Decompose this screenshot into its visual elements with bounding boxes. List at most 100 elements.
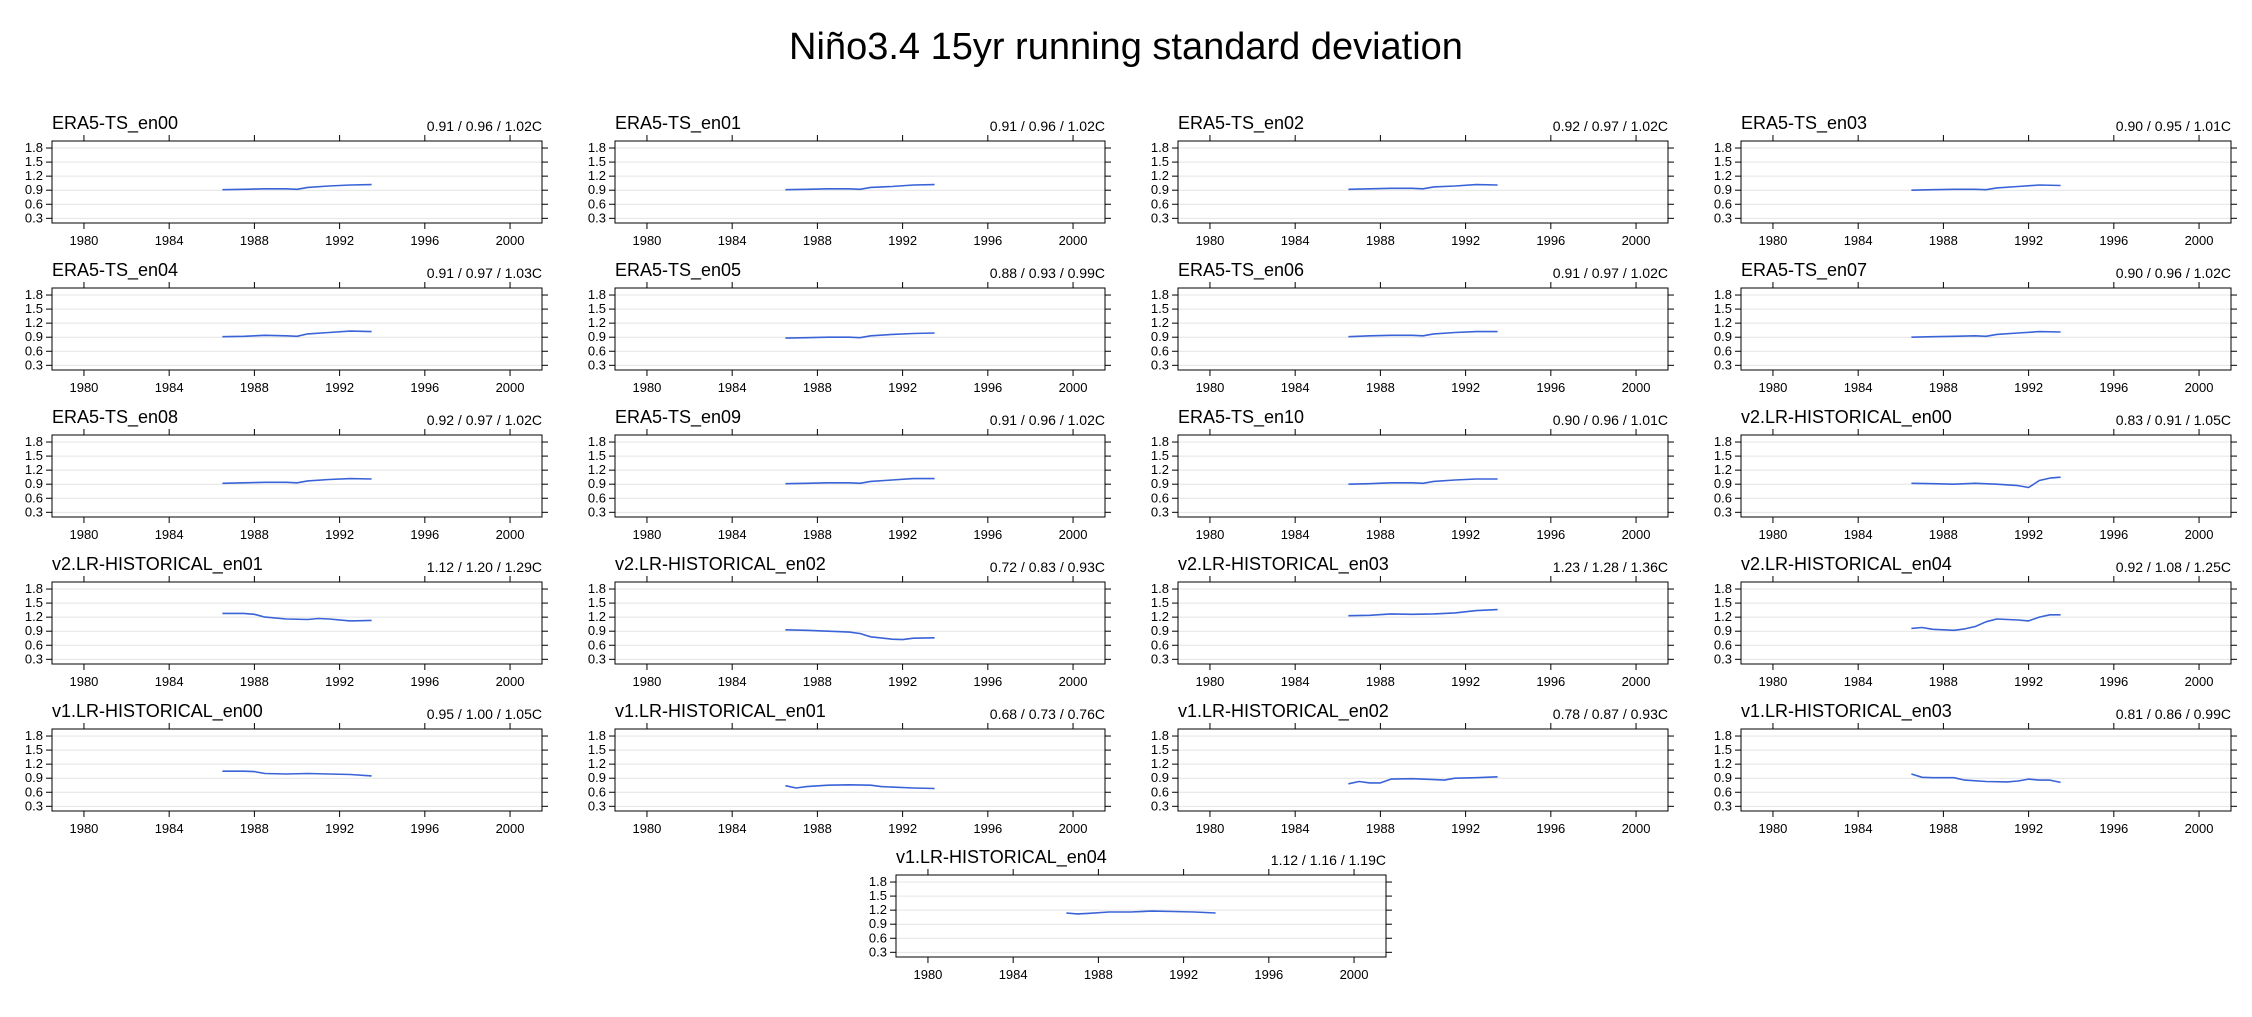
y-tick-label: 0.3 <box>1151 210 1169 225</box>
panel-12: 0.30.60.91.21.51.8 1980 1984 1988 1992 1996 20… <box>1714 407 2237 542</box>
x-tick-label: 1988 <box>1084 967 1113 982</box>
x-tick-label: 1992 <box>1451 821 1480 836</box>
panel-annotation: 0.90 / 0.95 / 1.01C <box>2116 118 2231 134</box>
y-tick-label: 1.5 <box>25 301 43 316</box>
y-tick-label: 1.2 <box>25 168 43 183</box>
y-tick-label: 1.8 <box>1714 434 1732 449</box>
y-tick-label: 1.5 <box>869 888 887 903</box>
y-tick-label: 1.5 <box>1714 301 1732 316</box>
y-tick-label: 1.8 <box>1151 581 1169 596</box>
y-tick-label: 0.3 <box>1151 651 1169 666</box>
panel-title: v1.LR-HISTORICAL_en04 <box>896 847 1107 868</box>
x-tick-label: 1996 <box>973 821 1002 836</box>
x-tick-label: 1996 <box>410 233 439 248</box>
y-tick-label: 1.8 <box>25 581 43 596</box>
plot-frame <box>614 434 1106 518</box>
y-tick-label: 1.5 <box>1151 595 1169 610</box>
y-tick-label: 0.9 <box>1151 182 1169 197</box>
panel-annotation: 0.78 / 0.87 / 0.93C <box>1553 706 1668 722</box>
x-tick-label: 1984 <box>1844 527 1873 542</box>
y-tick-label: 1.5 <box>25 742 43 757</box>
plot-frame <box>1177 287 1669 371</box>
y-tick-label: 0.3 <box>25 798 43 813</box>
plot-frame <box>51 728 543 812</box>
x-tick-label: 1996 <box>973 674 1002 689</box>
y-tick-label: 1.5 <box>1714 154 1732 169</box>
x-tick-label: 1988 <box>803 233 832 248</box>
series-line <box>1348 183 1498 191</box>
y-tick-label: 0.6 <box>588 196 606 211</box>
y-tick-label: 1.8 <box>1714 140 1732 155</box>
panel-title: v2.LR-HISTORICAL_en03 <box>1178 554 1389 575</box>
y-tick-label: 0.3 <box>25 504 43 519</box>
panel-19: 0.30.60.91.21.51.8 1980 1984 1988 1992 1996 20… <box>1151 701 1674 836</box>
y-tick-label: 1.5 <box>588 742 606 757</box>
y-tick-label: 1.2 <box>1151 756 1169 771</box>
series-line <box>785 477 935 485</box>
plot-frame <box>614 287 1106 371</box>
panel-annotation: 0.91 / 0.96 / 1.02C <box>990 118 1105 134</box>
panel-title: ERA5-TS_en05 <box>615 260 741 281</box>
x-tick-label: 1980 <box>1195 821 1224 836</box>
panel-annotation: 0.91 / 0.96 / 1.02C <box>990 412 1105 428</box>
panel-11: 0.30.60.91.21.51.8 1980 1984 1988 1992 1996 20… <box>1151 407 1674 542</box>
panel-17: 0.30.60.91.21.51.8 1980 1984 1988 1992 1996 20… <box>25 701 548 836</box>
x-tick-label: 2000 <box>496 233 525 248</box>
x-tick-label: 1984 <box>718 233 747 248</box>
x-tick-label: 1996 <box>410 527 439 542</box>
y-tick-label: 1.5 <box>1714 595 1732 610</box>
panel-annotation: 1.12 / 1.16 / 1.19C <box>1271 852 1386 868</box>
series-line <box>1066 910 1216 915</box>
panel-13: 0.30.60.91.21.51.8 1980 1984 1988 1992 1996 20… <box>25 554 548 689</box>
plot-frame <box>614 581 1106 665</box>
x-tick-label: 1980 <box>632 674 661 689</box>
plot-frame <box>51 287 543 371</box>
series-line <box>1911 476 2061 489</box>
x-tick-label: 1996 <box>1536 527 1565 542</box>
panel-5: 0.30.60.91.21.51.8 1980 1984 1988 1992 1996 20… <box>25 260 548 395</box>
x-tick-label: 1980 <box>632 821 661 836</box>
y-tick-label: 1.2 <box>1714 168 1732 183</box>
y-tick-label: 0.3 <box>1151 504 1169 519</box>
x-tick-label: 1988 <box>240 380 269 395</box>
y-tick-label: 0.9 <box>1151 770 1169 785</box>
y-tick-label: 1.8 <box>869 874 887 889</box>
y-tick-label: 1.2 <box>588 462 606 477</box>
plot-frame <box>1740 434 2232 518</box>
panel-title: ERA5-TS_en04 <box>52 260 178 281</box>
y-tick-label: 0.9 <box>869 916 887 931</box>
x-tick-label: 1980 <box>1758 674 1787 689</box>
x-tick-label: 2000 <box>2185 233 2214 248</box>
y-tick-label: 1.2 <box>588 168 606 183</box>
y-tick-label: 1.8 <box>25 728 43 743</box>
series-line <box>222 770 372 777</box>
x-tick-label: 2000 <box>1622 527 1651 542</box>
y-tick-label: 1.5 <box>25 595 43 610</box>
panel-title: ERA5-TS_en00 <box>52 113 178 134</box>
series-line <box>222 330 372 338</box>
panel-title: v1.LR-HISTORICAL_en02 <box>1178 701 1389 722</box>
x-tick-label: 1992 <box>2014 380 2043 395</box>
x-tick-label: 1980 <box>1195 527 1224 542</box>
y-tick-label: 1.5 <box>588 595 606 610</box>
y-tick-label: 1.8 <box>588 434 606 449</box>
panel-15: 0.30.60.91.21.51.8 1980 1984 1988 1992 1996 20… <box>1151 554 1674 689</box>
y-tick-label: 0.9 <box>25 182 43 197</box>
y-tick-label: 1.8 <box>1151 140 1169 155</box>
y-tick-label: 0.9 <box>588 623 606 638</box>
y-tick-label: 0.6 <box>1714 343 1732 358</box>
x-tick-label: 1984 <box>999 967 1028 982</box>
x-tick-label: 2000 <box>2185 527 2214 542</box>
x-tick-label: 1988 <box>240 674 269 689</box>
main-title: Niño3.4 15yr running standard deviation <box>789 26 1463 68</box>
y-tick-label: 1.2 <box>1714 462 1732 477</box>
y-tick-label: 1.2 <box>588 756 606 771</box>
x-tick-label: 1992 <box>1451 233 1480 248</box>
x-tick-label: 1988 <box>240 233 269 248</box>
panel-16: 0.30.60.91.21.51.8 1980 1984 1988 1992 1996 20… <box>1714 554 2237 689</box>
x-tick-label: 1988 <box>240 527 269 542</box>
x-tick-label: 1992 <box>325 233 354 248</box>
series-line <box>1911 773 2061 784</box>
x-tick-label: 1996 <box>973 233 1002 248</box>
panel-annotation: 0.72 / 0.83 / 0.93C <box>990 559 1105 575</box>
